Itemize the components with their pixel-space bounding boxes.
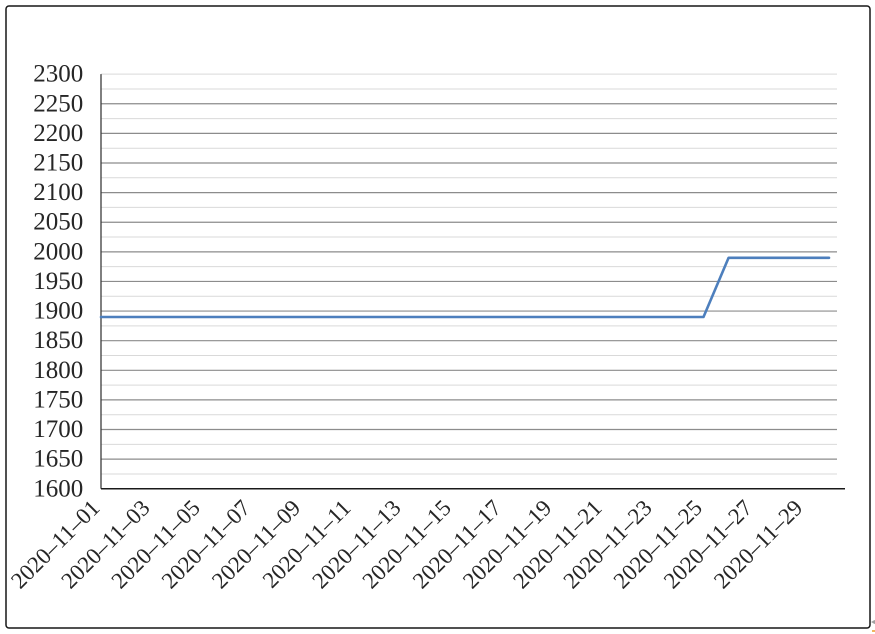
svg-text:2100: 2100 bbox=[33, 179, 83, 206]
svg-text:1650: 1650 bbox=[33, 446, 83, 473]
svg-text:2200: 2200 bbox=[33, 120, 83, 147]
svg-text:1900: 1900 bbox=[33, 298, 83, 325]
svg-text:2000: 2000 bbox=[33, 238, 83, 265]
svg-text:1850: 1850 bbox=[33, 327, 83, 354]
svg-text:2050: 2050 bbox=[33, 209, 83, 236]
svg-text:2300: 2300 bbox=[33, 61, 83, 88]
svg-text:1750: 1750 bbox=[33, 386, 83, 413]
svg-text:1950: 1950 bbox=[33, 268, 83, 295]
svg-text:1700: 1700 bbox=[33, 416, 83, 443]
svg-text:1600: 1600 bbox=[33, 475, 83, 502]
svg-text:2250: 2250 bbox=[33, 90, 83, 117]
svg-text:2150: 2150 bbox=[33, 149, 83, 176]
svg-text:1800: 1800 bbox=[33, 357, 83, 384]
